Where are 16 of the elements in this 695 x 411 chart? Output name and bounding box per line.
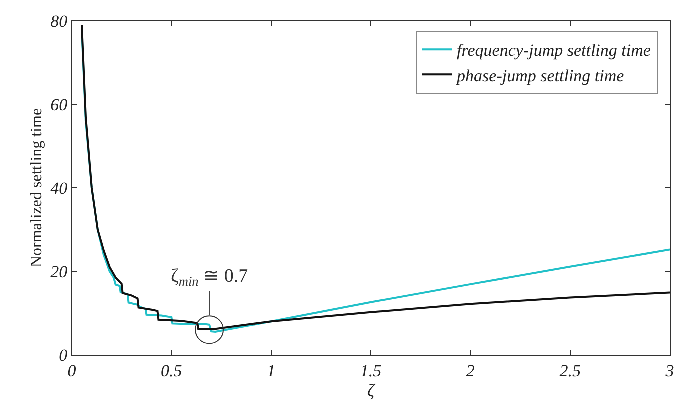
x-tick-label: 1	[267, 361, 276, 380]
legend-label: frequency-jump settling time	[457, 41, 652, 60]
x-tick-label: 1.5	[360, 361, 382, 380]
x-axis-title: ζ	[367, 380, 376, 400]
y-axis-title: Normalized settling time	[28, 108, 46, 268]
y-tick-label: 20	[50, 262, 68, 282]
annotation: ζ$_{min}$ ≅ 0.7	[171, 266, 248, 289]
y-tick-label: 0	[59, 346, 68, 365]
x-tick-label: 0.5	[161, 361, 182, 380]
y-tick-label: 60	[50, 95, 68, 114]
y-tick-label: 80	[50, 12, 68, 31]
legend-label: phase-jump settling time	[456, 66, 625, 86]
y-tick-label: 40	[50, 178, 68, 198]
x-tick-label: 2.5	[560, 361, 581, 380]
x-tick-label: 2	[466, 361, 476, 380]
x-tick-label: 3	[664, 361, 674, 380]
